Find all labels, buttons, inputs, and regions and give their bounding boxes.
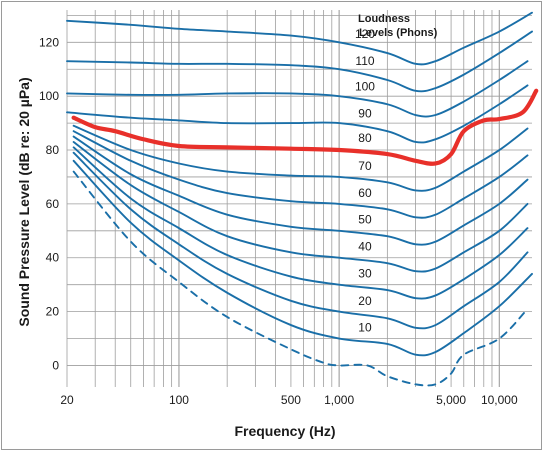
phon-curve-90 [66, 84, 529, 144]
phon-curve-60 [72, 130, 529, 219]
y-tick-label: 0 [52, 358, 59, 372]
y-tick-label: 100 [39, 89, 59, 103]
phon-curve-10 [72, 159, 533, 357]
phon-label-80: 80 [358, 131, 372, 145]
grid [66, 10, 532, 387]
phon-curve-120 [66, 11, 533, 66]
phon-label-bg [354, 295, 375, 309]
y-tick-label: 20 [46, 305, 60, 319]
y-tick-label: 80 [46, 143, 60, 157]
phon-curve-80 [71, 88, 539, 166]
chart-frame: 20 100 500 1,000 5,000 10,000 0 20 40 60 80 100 120 1… [1, 1, 542, 450]
y-tick-label: 40 [46, 251, 60, 265]
phon-label-bg [351, 80, 379, 94]
phon-curve-110 [66, 30, 533, 93]
x-tick-label: 500 [281, 393, 301, 407]
y-tick-label: 120 [39, 35, 59, 49]
phon-label-90: 90 [358, 106, 372, 120]
phon-curve-30 [72, 146, 529, 300]
x-tick-label: 5,000 [436, 393, 466, 407]
phon-label-60: 60 [358, 186, 372, 200]
phon-curve-20 [72, 151, 529, 330]
phon-label-bg [354, 213, 375, 227]
phon-label-50: 50 [358, 213, 372, 227]
phon-label-30: 30 [358, 267, 372, 281]
phon-curve-100 [66, 60, 529, 118]
phon-label-bg [354, 321, 375, 335]
x-tick-label: 20 [60, 393, 74, 407]
phon-label-120: 120 [355, 27, 375, 41]
y-tick-label: 60 [46, 197, 60, 211]
phon-label-bg [354, 240, 375, 254]
x-tick-label: 10,000 [481, 393, 518, 407]
x-axis-title: Frequency (Hz) [234, 423, 335, 439]
phon-label-bg [354, 267, 375, 281]
y-axis-title: Sound Pressure Level (dB re: 20 µPa) [16, 77, 32, 326]
label-group: 20 100 500 1,000 5,000 10,000 0 20 40 60 80 100 120 1… [39, 27, 518, 407]
legend-title-line-2: Levels (Phons) [359, 27, 438, 39]
phon-label-70: 70 [358, 159, 372, 173]
phon-label-bg [354, 186, 375, 200]
x-tick-label: 100 [169, 393, 189, 407]
phon-label-100: 100 [355, 80, 375, 94]
threshold-curve-dashed [72, 170, 529, 387]
phon-label-bg [354, 132, 375, 146]
legend-title-line-1: Loudness [358, 13, 410, 25]
phon-label-bg [354, 107, 375, 121]
phon-label-bg [351, 28, 379, 42]
phon-label-bg [351, 55, 379, 69]
phon-curve-50 [72, 135, 529, 246]
series-group [66, 11, 539, 387]
phon-label-40: 40 [358, 240, 372, 254]
phon-curve-40 [72, 141, 529, 273]
phon-curve-70 [72, 124, 529, 192]
x-tick-label: 1,000 [324, 393, 354, 407]
phon-label-20: 20 [358, 294, 372, 308]
phon-label-bg [354, 159, 375, 173]
phon-label-110: 110 [355, 54, 374, 68]
phon-label-10: 10 [358, 320, 372, 334]
